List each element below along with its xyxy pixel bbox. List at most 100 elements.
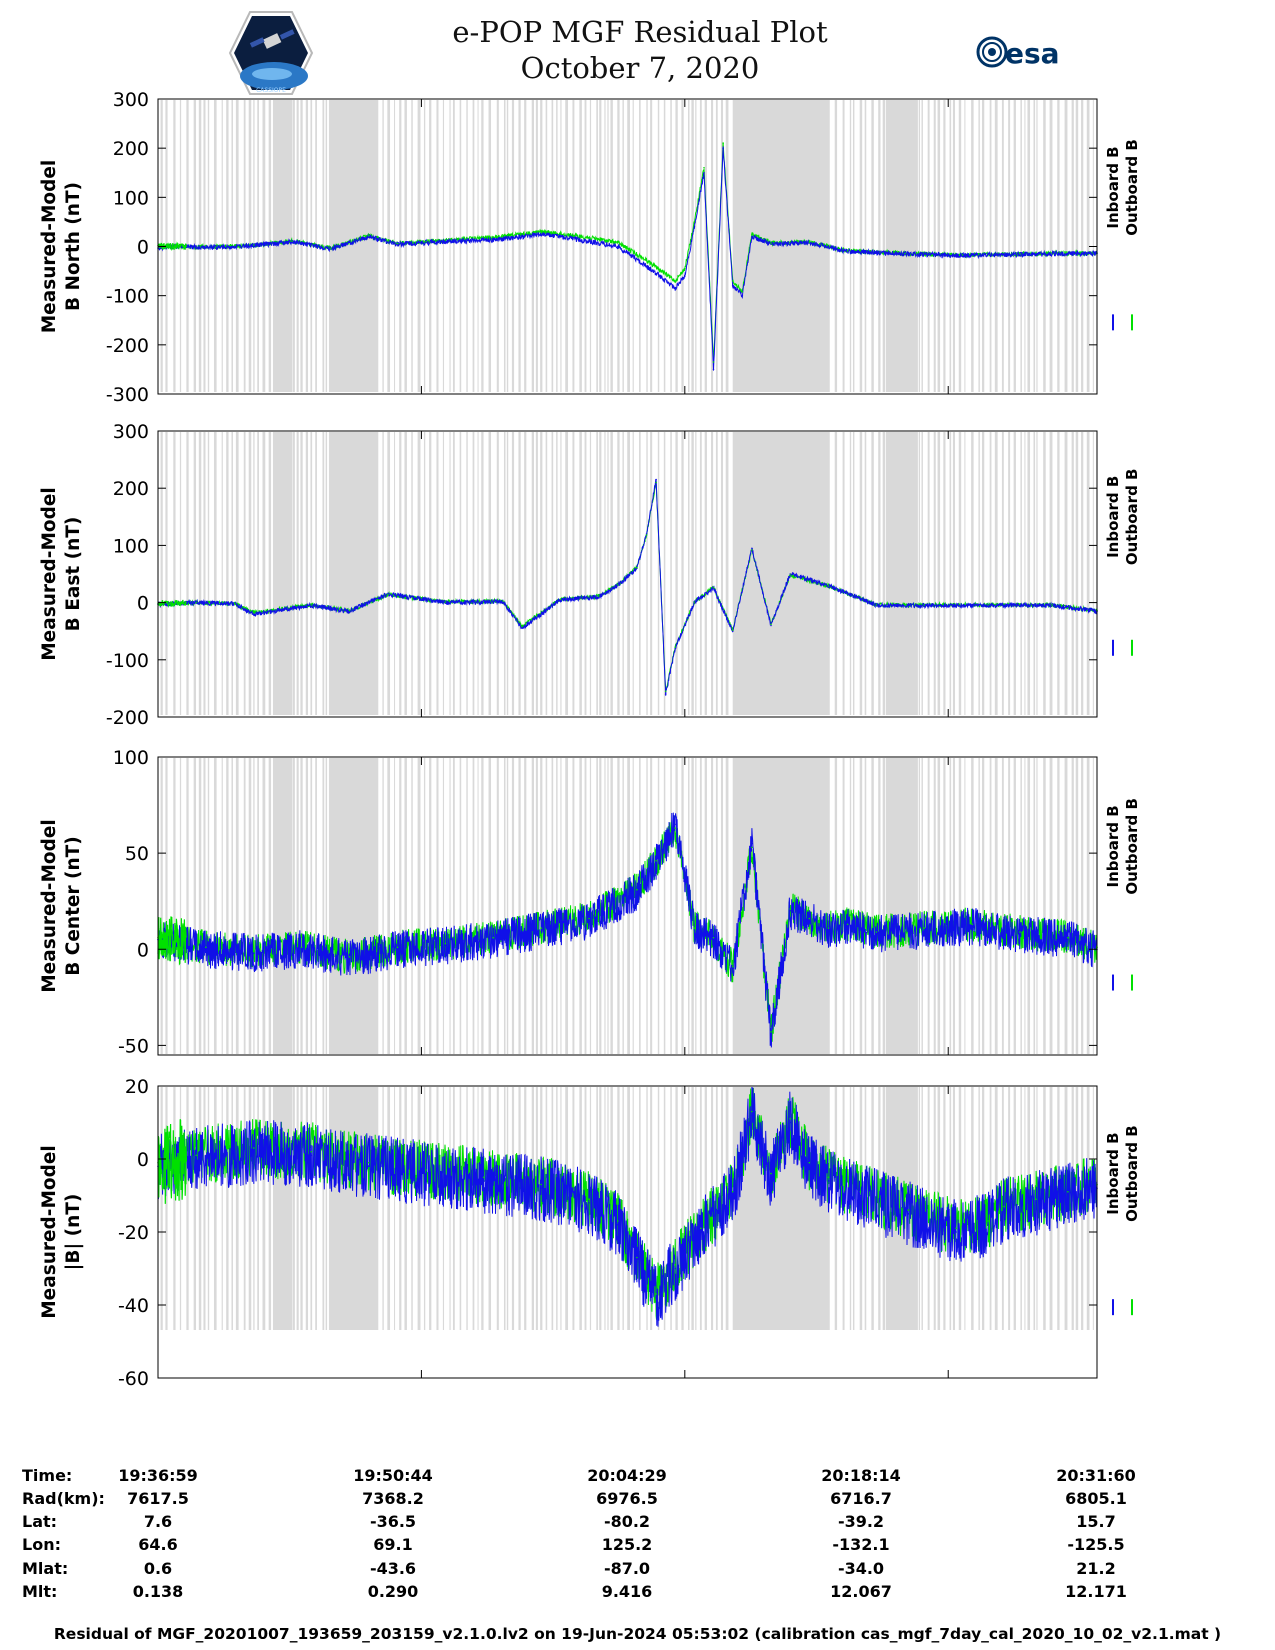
- inboard-point: [875, 933, 878, 935]
- gap-stripe: [921, 100, 923, 392]
- gap-stripe: [165, 758, 168, 1054]
- cell-mlat: 21.2: [1076, 1559, 1116, 1578]
- inboard-point: [827, 929, 830, 931]
- gap-stripe: [394, 432, 396, 715]
- gap-stripe: [524, 758, 527, 1054]
- gap-stripe: [1064, 432, 1068, 715]
- y-axis-label-line1: Measured-Model: [39, 160, 60, 333]
- gap-stripe: [560, 432, 562, 715]
- gap-stripe: [657, 1087, 660, 1330]
- gap-stripe: [1036, 758, 1038, 1054]
- gap-stripe: [657, 100, 660, 392]
- gap-stripe: [720, 758, 724, 1054]
- gap-stripe: [579, 100, 582, 392]
- outboard-point: [827, 927, 830, 929]
- cell-time: 20:31:60: [1056, 1466, 1136, 1485]
- gap-stripe: [545, 1087, 548, 1330]
- gap-stripe: [488, 758, 492, 1054]
- gap-stripe: [243, 1087, 246, 1330]
- inboard-point: [253, 1150, 255, 1153]
- gap-stripe: [1027, 432, 1031, 715]
- gap-stripe: [639, 100, 641, 392]
- gap-stripe: [650, 432, 653, 715]
- gap-stripe: [675, 100, 678, 392]
- gap-stripe: [423, 432, 426, 715]
- gap-stripe: [198, 432, 202, 715]
- gap-stripe: [472, 758, 475, 1054]
- gap-stripe: [535, 432, 538, 715]
- outboard-point: [971, 923, 973, 926]
- inboard-point: [703, 172, 705, 174]
- y-axis-label-line1: Measured-Model: [39, 1145, 60, 1318]
- gap-stripe: [399, 1087, 402, 1330]
- outboard-point: [808, 241, 811, 243]
- gap-stripe: [971, 758, 974, 1054]
- y-tick-label: -200: [106, 335, 149, 357]
- legend-inboard-label: Inboard B: [1104, 146, 1122, 228]
- outboard-point: [923, 927, 926, 929]
- inboard-point: [1067, 1194, 1069, 1197]
- gap-stripe: [449, 758, 451, 1054]
- gap-stripe: [982, 758, 985, 1054]
- esa-logo: esa: [976, 36, 1060, 70]
- gap-stripe: [565, 432, 569, 715]
- y-tick-label: 20: [125, 1076, 149, 1098]
- gap-stripe: [231, 432, 233, 715]
- gap-stripe: [300, 1087, 303, 1330]
- gap-stripe: [864, 1087, 867, 1330]
- gap-stripe: [449, 100, 451, 392]
- gap-stripe: [859, 758, 863, 1054]
- gap-stripe: [417, 758, 421, 1054]
- gap-stripe: [524, 100, 527, 392]
- gap-stripe: [560, 100, 562, 392]
- inboard-point: [684, 275, 686, 277]
- gap-stripe: [442, 432, 445, 715]
- y-tick-label: -300: [106, 384, 149, 406]
- gap-stripe: [711, 758, 714, 1054]
- inboard-point: [1035, 1202, 1037, 1204]
- gap-stripe: [198, 758, 202, 1054]
- gap-stripe: [971, 100, 974, 392]
- gap-stripe: [257, 1087, 259, 1330]
- gap-stripe: [1086, 100, 1090, 392]
- gap-stripe: [572, 100, 575, 392]
- outboard-point: [789, 1118, 791, 1120]
- gap-stripe: [253, 1087, 255, 1330]
- gap-stripe: [852, 432, 855, 715]
- inboard-point: [617, 245, 619, 248]
- outboard-point: [712, 586, 715, 589]
- inboard-point: [1067, 938, 1069, 941]
- outboard-point: [1003, 1205, 1005, 1208]
- inboard-point: [645, 265, 648, 268]
- outboard-point: [396, 946, 399, 949]
- gap-stripe: [257, 432, 259, 715]
- cell-mlt: 12.067: [830, 1582, 892, 1601]
- gap-stripe: [688, 1087, 690, 1330]
- gap-stripe: [871, 100, 874, 392]
- gap-stripe: [322, 1087, 325, 1330]
- outboard-point: [808, 1161, 811, 1164]
- gap-stripe: [417, 100, 421, 392]
- gap-stripe: [466, 758, 468, 1054]
- gap-stripe: [572, 1087, 575, 1330]
- outboard-point: [300, 946, 303, 949]
- gap-stripe: [933, 758, 936, 1054]
- outboard-point: [205, 946, 207, 949]
- gap-stripe: [989, 758, 992, 1054]
- gap-stripe: [511, 100, 515, 392]
- gap-stripe: [639, 432, 641, 715]
- gap-stripe: [496, 432, 499, 715]
- inboard-point: [588, 1202, 590, 1204]
- gap-stripe: [871, 758, 874, 1054]
- gap-stripe: [964, 758, 966, 1054]
- gap-stripe: [994, 432, 998, 715]
- y-tick-label: 0: [137, 237, 149, 259]
- gap-stripe: [296, 758, 299, 1054]
- gap-stripe: [639, 1087, 641, 1330]
- gap-stripe: [725, 758, 729, 1054]
- gap-stripe: [828, 758, 830, 1054]
- y-axis-label-line1: Measured-Model: [39, 819, 60, 992]
- gap-stripe: [1057, 100, 1060, 392]
- gap-stripe: [481, 1087, 484, 1330]
- gap-stripe: [834, 432, 838, 715]
